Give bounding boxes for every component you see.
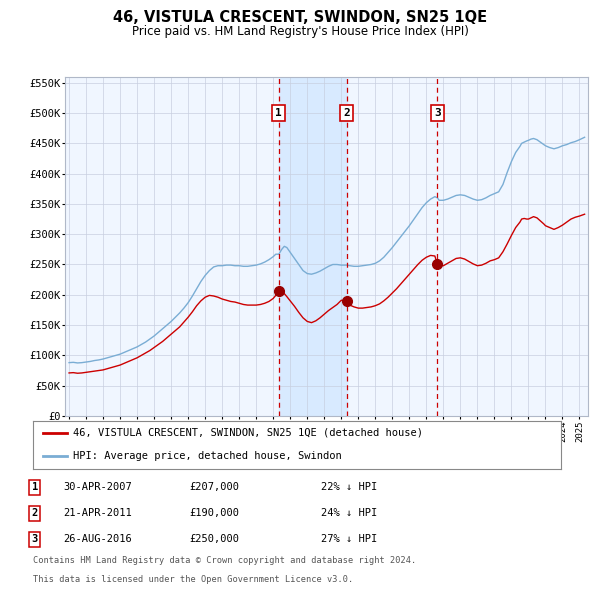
Text: 21-APR-2011: 21-APR-2011 xyxy=(63,509,132,518)
Text: 46, VISTULA CRESCENT, SWINDON, SN25 1QE (detached house): 46, VISTULA CRESCENT, SWINDON, SN25 1QE … xyxy=(73,428,422,438)
Text: 1: 1 xyxy=(275,108,282,118)
Text: 1: 1 xyxy=(32,483,38,492)
Text: 3: 3 xyxy=(434,108,441,118)
Text: 3: 3 xyxy=(32,535,38,544)
Text: 2: 2 xyxy=(32,509,38,518)
Text: Contains HM Land Registry data © Crown copyright and database right 2024.: Contains HM Land Registry data © Crown c… xyxy=(33,556,416,565)
Text: HPI: Average price, detached house, Swindon: HPI: Average price, detached house, Swin… xyxy=(73,451,341,461)
Text: 27% ↓ HPI: 27% ↓ HPI xyxy=(321,535,377,544)
Text: £207,000: £207,000 xyxy=(189,483,239,492)
Text: £190,000: £190,000 xyxy=(189,509,239,518)
Text: 26-AUG-2016: 26-AUG-2016 xyxy=(63,535,132,544)
Text: 22% ↓ HPI: 22% ↓ HPI xyxy=(321,483,377,492)
Text: 30-APR-2007: 30-APR-2007 xyxy=(63,483,132,492)
Text: 24% ↓ HPI: 24% ↓ HPI xyxy=(321,509,377,518)
Text: £250,000: £250,000 xyxy=(189,535,239,544)
Text: 2: 2 xyxy=(343,108,350,118)
Text: 46, VISTULA CRESCENT, SWINDON, SN25 1QE: 46, VISTULA CRESCENT, SWINDON, SN25 1QE xyxy=(113,10,487,25)
Text: This data is licensed under the Open Government Licence v3.0.: This data is licensed under the Open Gov… xyxy=(33,575,353,584)
Text: Price paid vs. HM Land Registry's House Price Index (HPI): Price paid vs. HM Land Registry's House … xyxy=(131,25,469,38)
Bar xyxy=(279,77,347,416)
